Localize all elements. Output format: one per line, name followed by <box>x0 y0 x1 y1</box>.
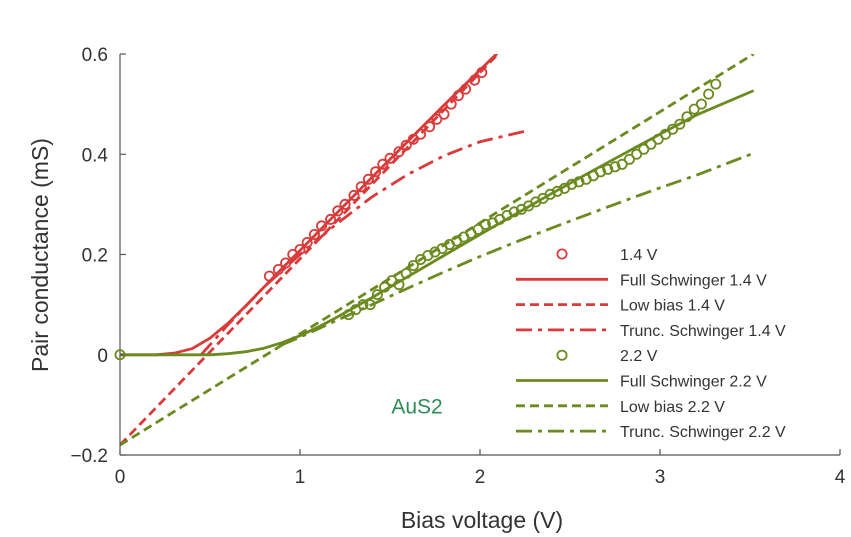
series-0-point <box>424 121 436 133</box>
series-0-point <box>377 158 389 170</box>
series-0-point <box>332 205 344 217</box>
series-4-point <box>710 78 722 90</box>
series-line-6 <box>120 54 755 447</box>
y-tick-label: −0.2 <box>70 446 108 467</box>
series-4-point <box>609 161 621 173</box>
series-0-point <box>308 228 320 240</box>
legend-marker-4 <box>556 349 568 361</box>
data-curves <box>120 54 755 447</box>
plot-area <box>120 54 840 455</box>
series-0-point <box>362 173 374 185</box>
y-tick-label: 0.6 <box>82 45 108 66</box>
y-tick-label: 0.2 <box>82 246 108 267</box>
series-4-point <box>638 143 650 155</box>
legend-label-7: Trunc. Schwinger 2.2 V <box>620 424 786 441</box>
legend-label-6: Low bias 2.2 V <box>620 399 725 416</box>
series-4-point <box>688 103 700 115</box>
legend-label-5: Full Schwinger 2.2 V <box>620 374 767 391</box>
legend: 1.4 V Full Schwinger 1.4 V Low bias 1.4 V T… <box>516 247 786 441</box>
series-4-point <box>602 163 614 175</box>
x-tick-label: 1 <box>295 467 306 488</box>
series-line-2 <box>120 54 500 446</box>
series-0-point <box>370 166 382 178</box>
series-4-point <box>479 218 491 230</box>
series-4-point <box>703 88 715 100</box>
legend-label-3: Trunc. Schwinger 1.4 V <box>620 323 786 340</box>
x-axis-label: Bias voltage (V) <box>401 507 563 533</box>
y-axis-label: Pair conductance (mS) <box>27 138 53 372</box>
legend-marker-0 <box>556 248 568 260</box>
origin-point <box>114 349 126 361</box>
x-tick-label: 3 <box>655 467 666 488</box>
x-tick-label: 2 <box>475 467 486 488</box>
series-0-point <box>348 189 360 201</box>
y-tick-label: 0.4 <box>82 145 109 166</box>
legend-label-4: 2.2 V <box>620 348 658 365</box>
series-0-point <box>384 152 396 164</box>
sample-annotation: AuS2 <box>391 395 442 418</box>
legend-label-0: 1.4 V <box>620 247 658 264</box>
series-line-7 <box>281 151 755 346</box>
series-line-3 <box>199 129 526 356</box>
series-4-point <box>674 118 686 130</box>
legend-label-2: Low bias 1.4 V <box>620 298 725 315</box>
series-line-5 <box>120 89 755 357</box>
y-tick-label: 0 <box>97 346 108 367</box>
series-4-point <box>695 98 707 110</box>
series-4-point <box>371 289 383 301</box>
series-0-point <box>339 198 351 210</box>
series-4-point <box>623 153 635 165</box>
series-0-point <box>355 181 367 193</box>
legend-label-1: Full Schwinger 1.4 V <box>620 272 767 289</box>
ticks: 0 1 2 3 4 −0.2 0 0.2 0.4 0.6 <box>70 45 845 488</box>
series-0-point <box>431 113 443 125</box>
x-tick-label: 0 <box>115 467 126 488</box>
series-4-point <box>616 158 628 170</box>
x-tick-label: 4 <box>835 467 846 488</box>
series-0-point <box>325 213 337 225</box>
series-4-point <box>631 148 643 160</box>
